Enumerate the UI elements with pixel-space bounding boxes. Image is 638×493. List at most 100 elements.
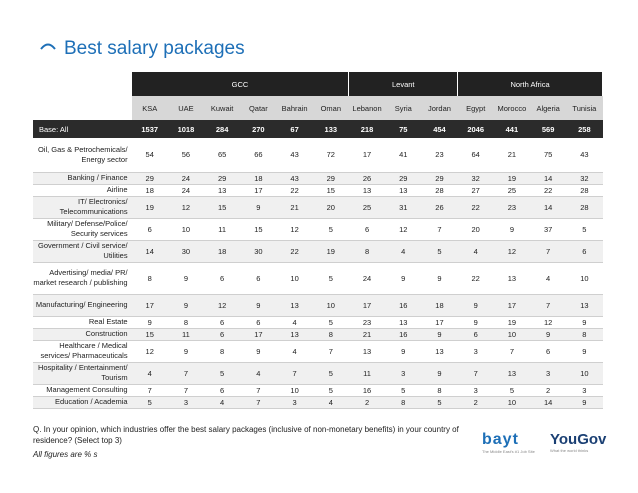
percent-cell: 20	[312, 196, 349, 219]
percent-cell: 8	[131, 262, 168, 295]
percent-cell: 7	[312, 340, 349, 363]
percent-cell: 9	[493, 218, 531, 241]
percent-cell: 5	[493, 384, 531, 397]
percent-cell: 8	[385, 396, 422, 409]
percent-cell: 29	[421, 172, 458, 185]
percent-cell: 10	[312, 294, 349, 317]
percent-cell: 4	[276, 340, 313, 363]
percent-cell: 54	[131, 138, 168, 173]
percent-cell: 18	[204, 240, 241, 263]
percent-cell: 15	[240, 218, 277, 241]
percent-cell: 13	[385, 316, 422, 329]
percent-cell: 9	[566, 396, 603, 409]
country-header: Lebanon	[348, 96, 386, 120]
percent-cell: 5	[204, 362, 241, 385]
percent-cell: 12	[493, 240, 531, 263]
region-header: GCC	[131, 72, 350, 96]
figures-note: All figures are % s	[33, 450, 98, 459]
percent-cell: 9	[566, 316, 603, 329]
percent-cell: 18	[131, 184, 168, 197]
percent-cell: 8	[566, 328, 603, 341]
percent-cell: 13	[566, 294, 603, 317]
percent-cell: 11	[204, 218, 241, 241]
percent-cell: 10	[276, 384, 313, 397]
percent-cell: 13	[385, 184, 422, 197]
percent-cell: 7	[167, 362, 205, 385]
percent-cell: 24	[167, 184, 205, 197]
percent-cell: 4	[276, 316, 313, 329]
percent-cell: 3	[457, 340, 494, 363]
industry-label: Oil, Gas & Petrochemicals/ Energy sector	[33, 138, 132, 173]
percent-cell: 18	[421, 294, 458, 317]
percent-cell: 9	[421, 362, 458, 385]
percent-cell: 14	[530, 396, 567, 409]
percent-cell: 7	[276, 362, 313, 385]
base-count-cell: 270	[240, 120, 277, 138]
country-header: KSA	[131, 96, 168, 120]
percent-cell: 17	[131, 294, 168, 317]
percent-cell: 3	[167, 396, 205, 409]
percent-cell: 3	[276, 396, 313, 409]
yougov-logo-text: YouGov	[550, 431, 607, 448]
percent-cell: 5	[312, 362, 349, 385]
percent-cell: 22	[457, 196, 494, 219]
percent-cell: 5	[312, 316, 349, 329]
percent-cell: 12	[530, 316, 567, 329]
base-count-cell: 2046	[457, 120, 494, 138]
percent-cell: 20	[457, 218, 494, 241]
percent-cell: 9	[240, 196, 277, 219]
percent-cell: 13	[421, 340, 458, 363]
percent-cell: 23	[493, 196, 531, 219]
percent-cell: 10	[167, 218, 205, 241]
percent-cell: 13	[348, 340, 386, 363]
table-row: Construction 15 11 6 17 13 8 21 16 9 6 10 9 8	[33, 328, 603, 341]
table-row: Hospitality / Entertainment/ Tourism 4 7 5 4…	[33, 362, 603, 385]
percent-cell: 25	[493, 184, 531, 197]
yougov-logo: YouGov What the world thinks	[550, 431, 606, 453]
percent-cell: 11	[167, 328, 205, 341]
percent-cell: 32	[457, 172, 494, 185]
percent-cell: 6	[566, 240, 603, 263]
title-arc-icon	[40, 43, 56, 50]
industry-label: Military/ Defense/Police/ Security servi…	[33, 218, 132, 241]
percent-cell: 11	[348, 362, 386, 385]
percent-cell: 9	[167, 340, 205, 363]
percent-cell: 6	[240, 316, 277, 329]
percent-cell: 13	[276, 328, 313, 341]
percent-cell: 12	[276, 218, 313, 241]
base-row: Base: All 1537 1018 284 270 67 133 218 75 454 2046…	[33, 120, 603, 138]
percent-cell: 25	[348, 196, 386, 219]
percent-cell: 9	[240, 340, 277, 363]
percent-cell: 3	[566, 384, 603, 397]
industry-label: Management Consulting	[33, 384, 132, 397]
table-row: Management Consulting 7 7 6 7 10 5 16 5 8 3 5 2 3	[33, 384, 603, 397]
percent-cell: 7	[167, 384, 205, 397]
percent-cell: 26	[421, 196, 458, 219]
percent-cell: 13	[348, 184, 386, 197]
page-title: Best salary packages	[64, 38, 245, 59]
base-label: Base: All	[33, 120, 132, 138]
country-header: Egypt	[457, 96, 494, 120]
country-header: UAE	[167, 96, 205, 120]
industry-label: Government / Civil service/ Utilities	[33, 240, 132, 263]
industry-label: Real Estate	[33, 316, 132, 329]
percent-cell: 4	[312, 396, 349, 409]
percent-cell: 7	[240, 384, 277, 397]
table-row: Manufacturing/ Engineering 17 9 12 9 13 10 17 16…	[33, 294, 603, 317]
region-header: North Africa	[457, 72, 603, 96]
percent-cell: 14	[530, 196, 567, 219]
percent-cell: 12	[167, 196, 205, 219]
percent-cell: 10	[566, 362, 603, 385]
percent-cell: 29	[385, 172, 422, 185]
percent-cell: 9	[566, 340, 603, 363]
percent-cell: 65	[204, 138, 241, 173]
percent-cell: 17	[421, 316, 458, 329]
percent-cell: 21	[348, 328, 386, 341]
percent-cell: 13	[493, 362, 531, 385]
percent-cell: 8	[312, 328, 349, 341]
percent-cell: 7	[530, 294, 567, 317]
percent-cell: 21	[493, 138, 531, 173]
percent-cell: 9	[385, 262, 422, 295]
percent-cell: 7	[493, 340, 531, 363]
percent-cell: 5	[312, 262, 349, 295]
